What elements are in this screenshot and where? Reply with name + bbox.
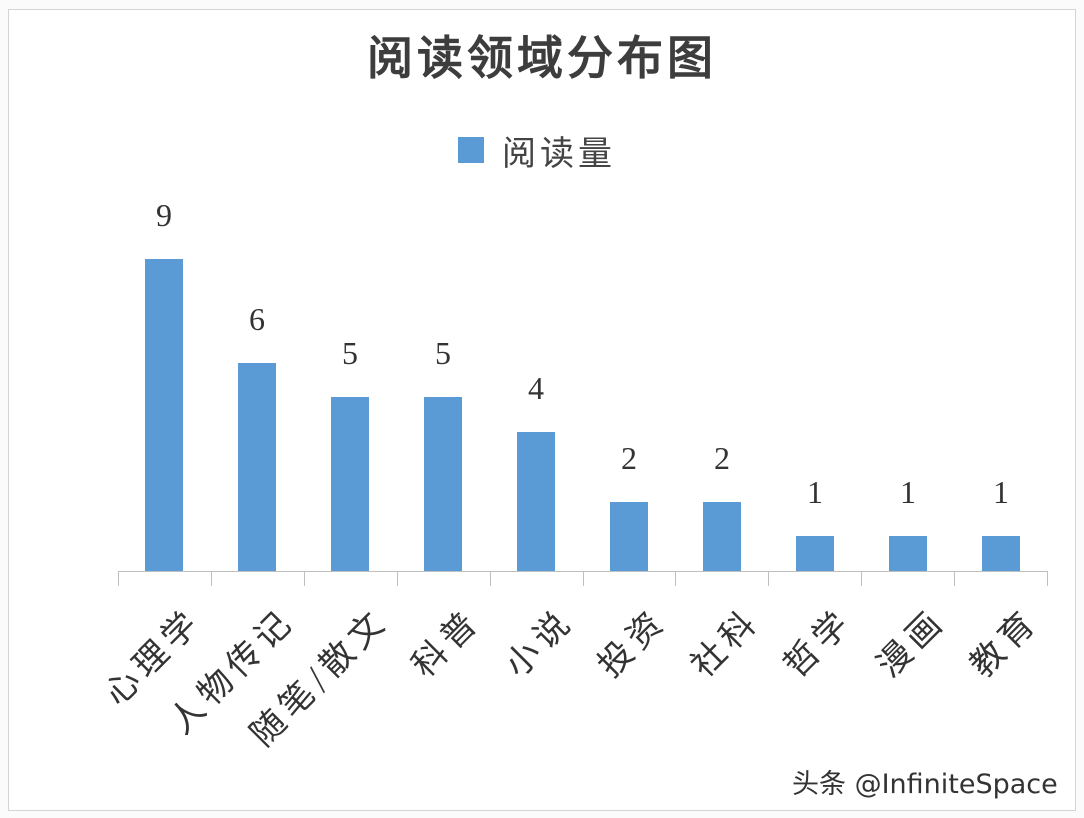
data-label: 1 [900,474,916,510]
bar [889,536,927,571]
category-label: 漫画 [869,600,954,686]
x-axis-line [118,571,1047,572]
x-axis-tick [304,571,305,586]
bar [424,397,462,571]
data-label: 1 [807,474,823,510]
legend-label: 阅读量 [502,133,616,174]
bar [796,536,834,571]
category-label: 哲学 [776,600,861,686]
x-axis-tick [861,571,862,586]
bar [703,502,741,571]
bar [517,432,555,571]
data-label: 9 [156,197,172,233]
category-label: 小说 [497,600,582,686]
category-label: 投资 [590,600,675,686]
chart-title: 阅读领域分布图 [367,31,717,85]
category-label: 社科 [683,600,768,686]
bar [238,363,276,571]
x-axis-tick [397,571,398,586]
data-label: 2 [714,440,730,476]
x-axis-tick [954,571,955,586]
category-label: 教育 [962,600,1047,686]
chart-legend: 阅读量 [458,128,616,174]
bar [145,259,183,571]
data-label: 1 [993,474,1009,510]
data-label: 6 [249,301,265,337]
x-axis-tick [768,571,769,586]
chart-frame [8,9,1076,811]
data-label: 5 [435,335,451,371]
bar [982,536,1020,571]
x-axis-tick [118,571,119,586]
bar [610,502,648,571]
watermark: 头条 @InfiniteSpace [792,769,1058,800]
data-label: 2 [621,440,637,476]
x-axis-tick [490,571,491,586]
x-axis-tick [211,571,212,586]
data-label: 4 [528,370,544,406]
data-label: 5 [342,335,358,371]
x-axis-tick [675,571,676,586]
bar [331,397,369,571]
x-axis-tick [583,571,584,586]
x-axis-tick [1047,571,1048,586]
legend-swatch [458,137,484,163]
category-label: 科普 [404,600,489,686]
